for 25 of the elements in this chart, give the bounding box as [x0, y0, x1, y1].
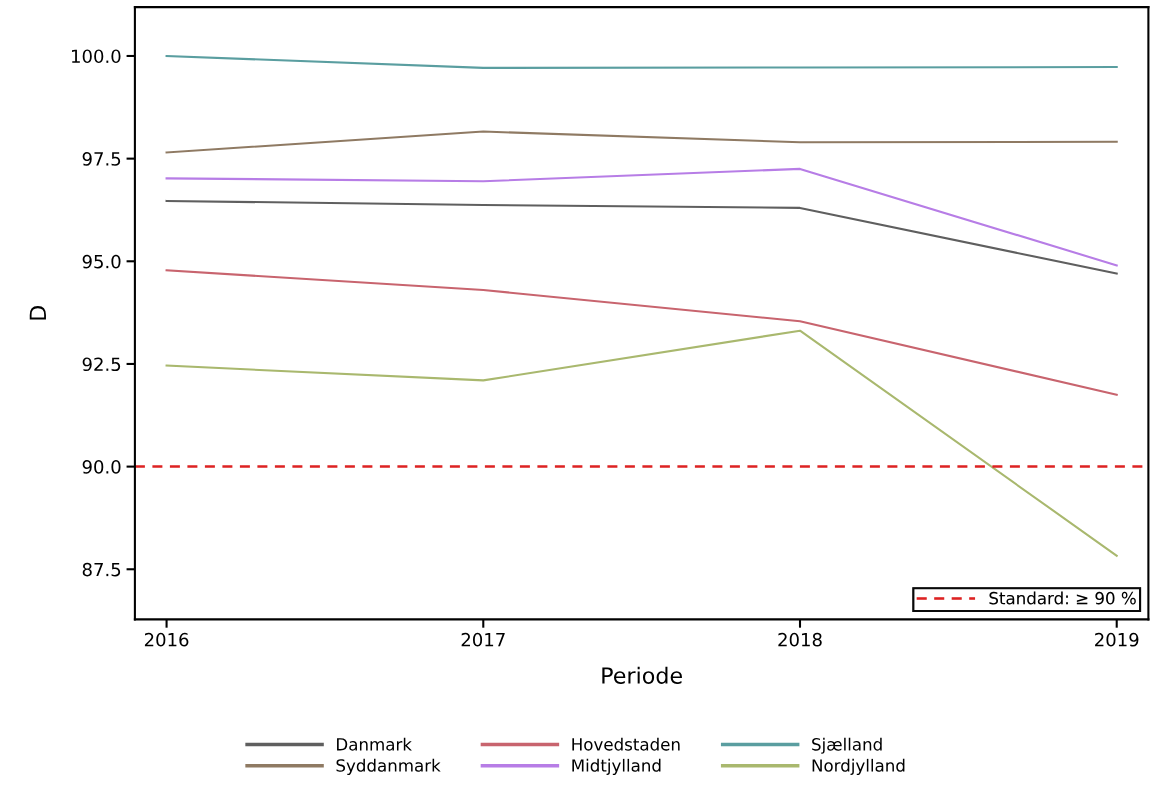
line-series	[165, 167, 1118, 267]
y-tick-label: 100.0	[72, 49, 121, 64]
line-series	[165, 269, 1118, 396]
x-tick-label: 2017	[461, 632, 505, 647]
x-tick-label: 2019	[1095, 632, 1139, 647]
line-series	[165, 199, 1118, 275]
line-series	[165, 54, 1118, 69]
line-series	[165, 130, 1118, 154]
legend-label: Hovedstaden	[572, 737, 680, 751]
y-tick-label: 92.5	[82, 357, 121, 372]
x-tick-label: 2016	[144, 632, 189, 647]
y-tick-label: 97.5	[82, 152, 121, 166]
legend-label: Standard: ≥ 90 %	[989, 591, 1136, 605]
y-tick-label: 95.0	[82, 254, 121, 269]
legend-label: Danmark	[337, 737, 412, 751]
legend-label: Syddanmark	[336, 758, 441, 775]
legend-label: Midtjylland	[572, 758, 661, 775]
x-tick-label: 2018	[778, 632, 822, 647]
y-axis-title: D	[29, 305, 46, 320]
y-tick-label: 90.0	[82, 460, 121, 474]
legend-label: Sjælland	[812, 737, 882, 754]
legend-label: Nordjylland	[812, 758, 905, 775]
y-tick-label: 87.5	[82, 562, 121, 577]
x-axis-title: Periode	[602, 666, 682, 684]
line-series	[165, 329, 1118, 557]
